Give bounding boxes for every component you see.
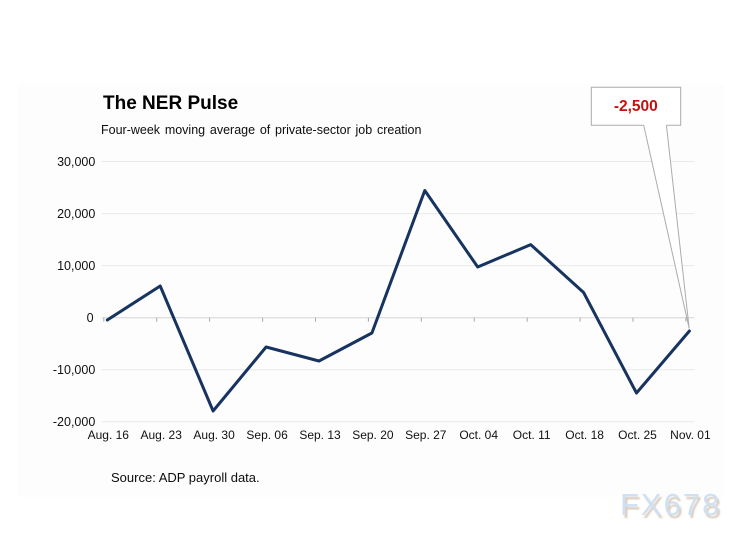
svg-text:Sep. 20: Sep. 20: [352, 428, 394, 442]
svg-text:Oct. 04: Oct. 04: [459, 428, 498, 442]
svg-text:Sep. 13: Sep. 13: [299, 428, 341, 442]
svg-text:Nov. 01: Nov. 01: [670, 428, 711, 442]
svg-text:Aug. 30: Aug. 30: [193, 428, 235, 442]
svg-text:Sep. 06: Sep. 06: [246, 428, 288, 442]
svg-text:-2,500: -2,500: [614, 98, 658, 115]
svg-text:20,000: 20,000: [57, 207, 95, 221]
svg-text:Oct. 11: Oct. 11: [513, 428, 551, 442]
svg-text:Oct. 25: Oct. 25: [618, 428, 657, 442]
svg-text:-10,000: -10,000: [53, 363, 95, 377]
svg-text:Oct. 18: Oct. 18: [565, 428, 604, 442]
svg-text:30,000: 30,000: [57, 155, 95, 169]
svg-text:0: 0: [87, 311, 94, 325]
svg-text:Aug. 23: Aug. 23: [141, 428, 183, 442]
svg-text:Sep. 27: Sep. 27: [405, 428, 447, 442]
svg-text:10,000: 10,000: [57, 259, 95, 273]
svg-text:Aug. 16: Aug. 16: [88, 428, 130, 442]
svg-text:-20,000: -20,000: [53, 415, 95, 429]
